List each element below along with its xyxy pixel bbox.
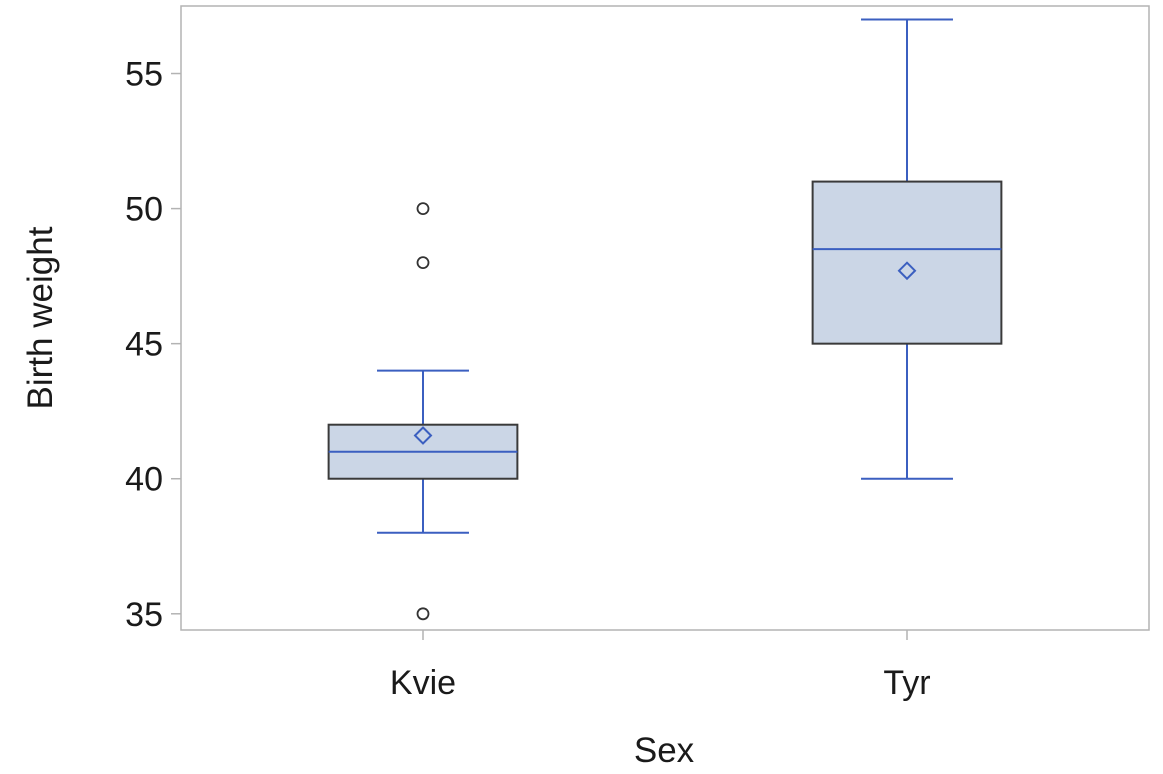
x-tick-label: Kvie [390,664,456,702]
y-tick-label: 35 [125,596,163,634]
y-tick-label: 50 [125,191,163,229]
outlier-point [416,202,430,215]
box-group-tyr [811,18,1003,480]
plot-frame [180,5,1150,631]
outlier-point [416,607,430,621]
mean-marker [897,261,917,281]
y-tick-label: 45 [125,326,163,364]
y-tick-label: 55 [125,56,163,94]
y-axis: 35 40 45 50 55 [125,56,181,634]
x-axis: Kvie Tyr [390,630,931,702]
mean-marker [413,426,433,445]
box-group-kvie [327,202,519,621]
y-tick-label: 40 [125,461,163,499]
y-axis-title: Birth weight [21,226,60,409]
x-axis-title: Sex [634,731,695,769]
box-series [327,18,1003,621]
x-tick-label: Tyr [883,664,930,702]
outlier-point [416,256,430,270]
